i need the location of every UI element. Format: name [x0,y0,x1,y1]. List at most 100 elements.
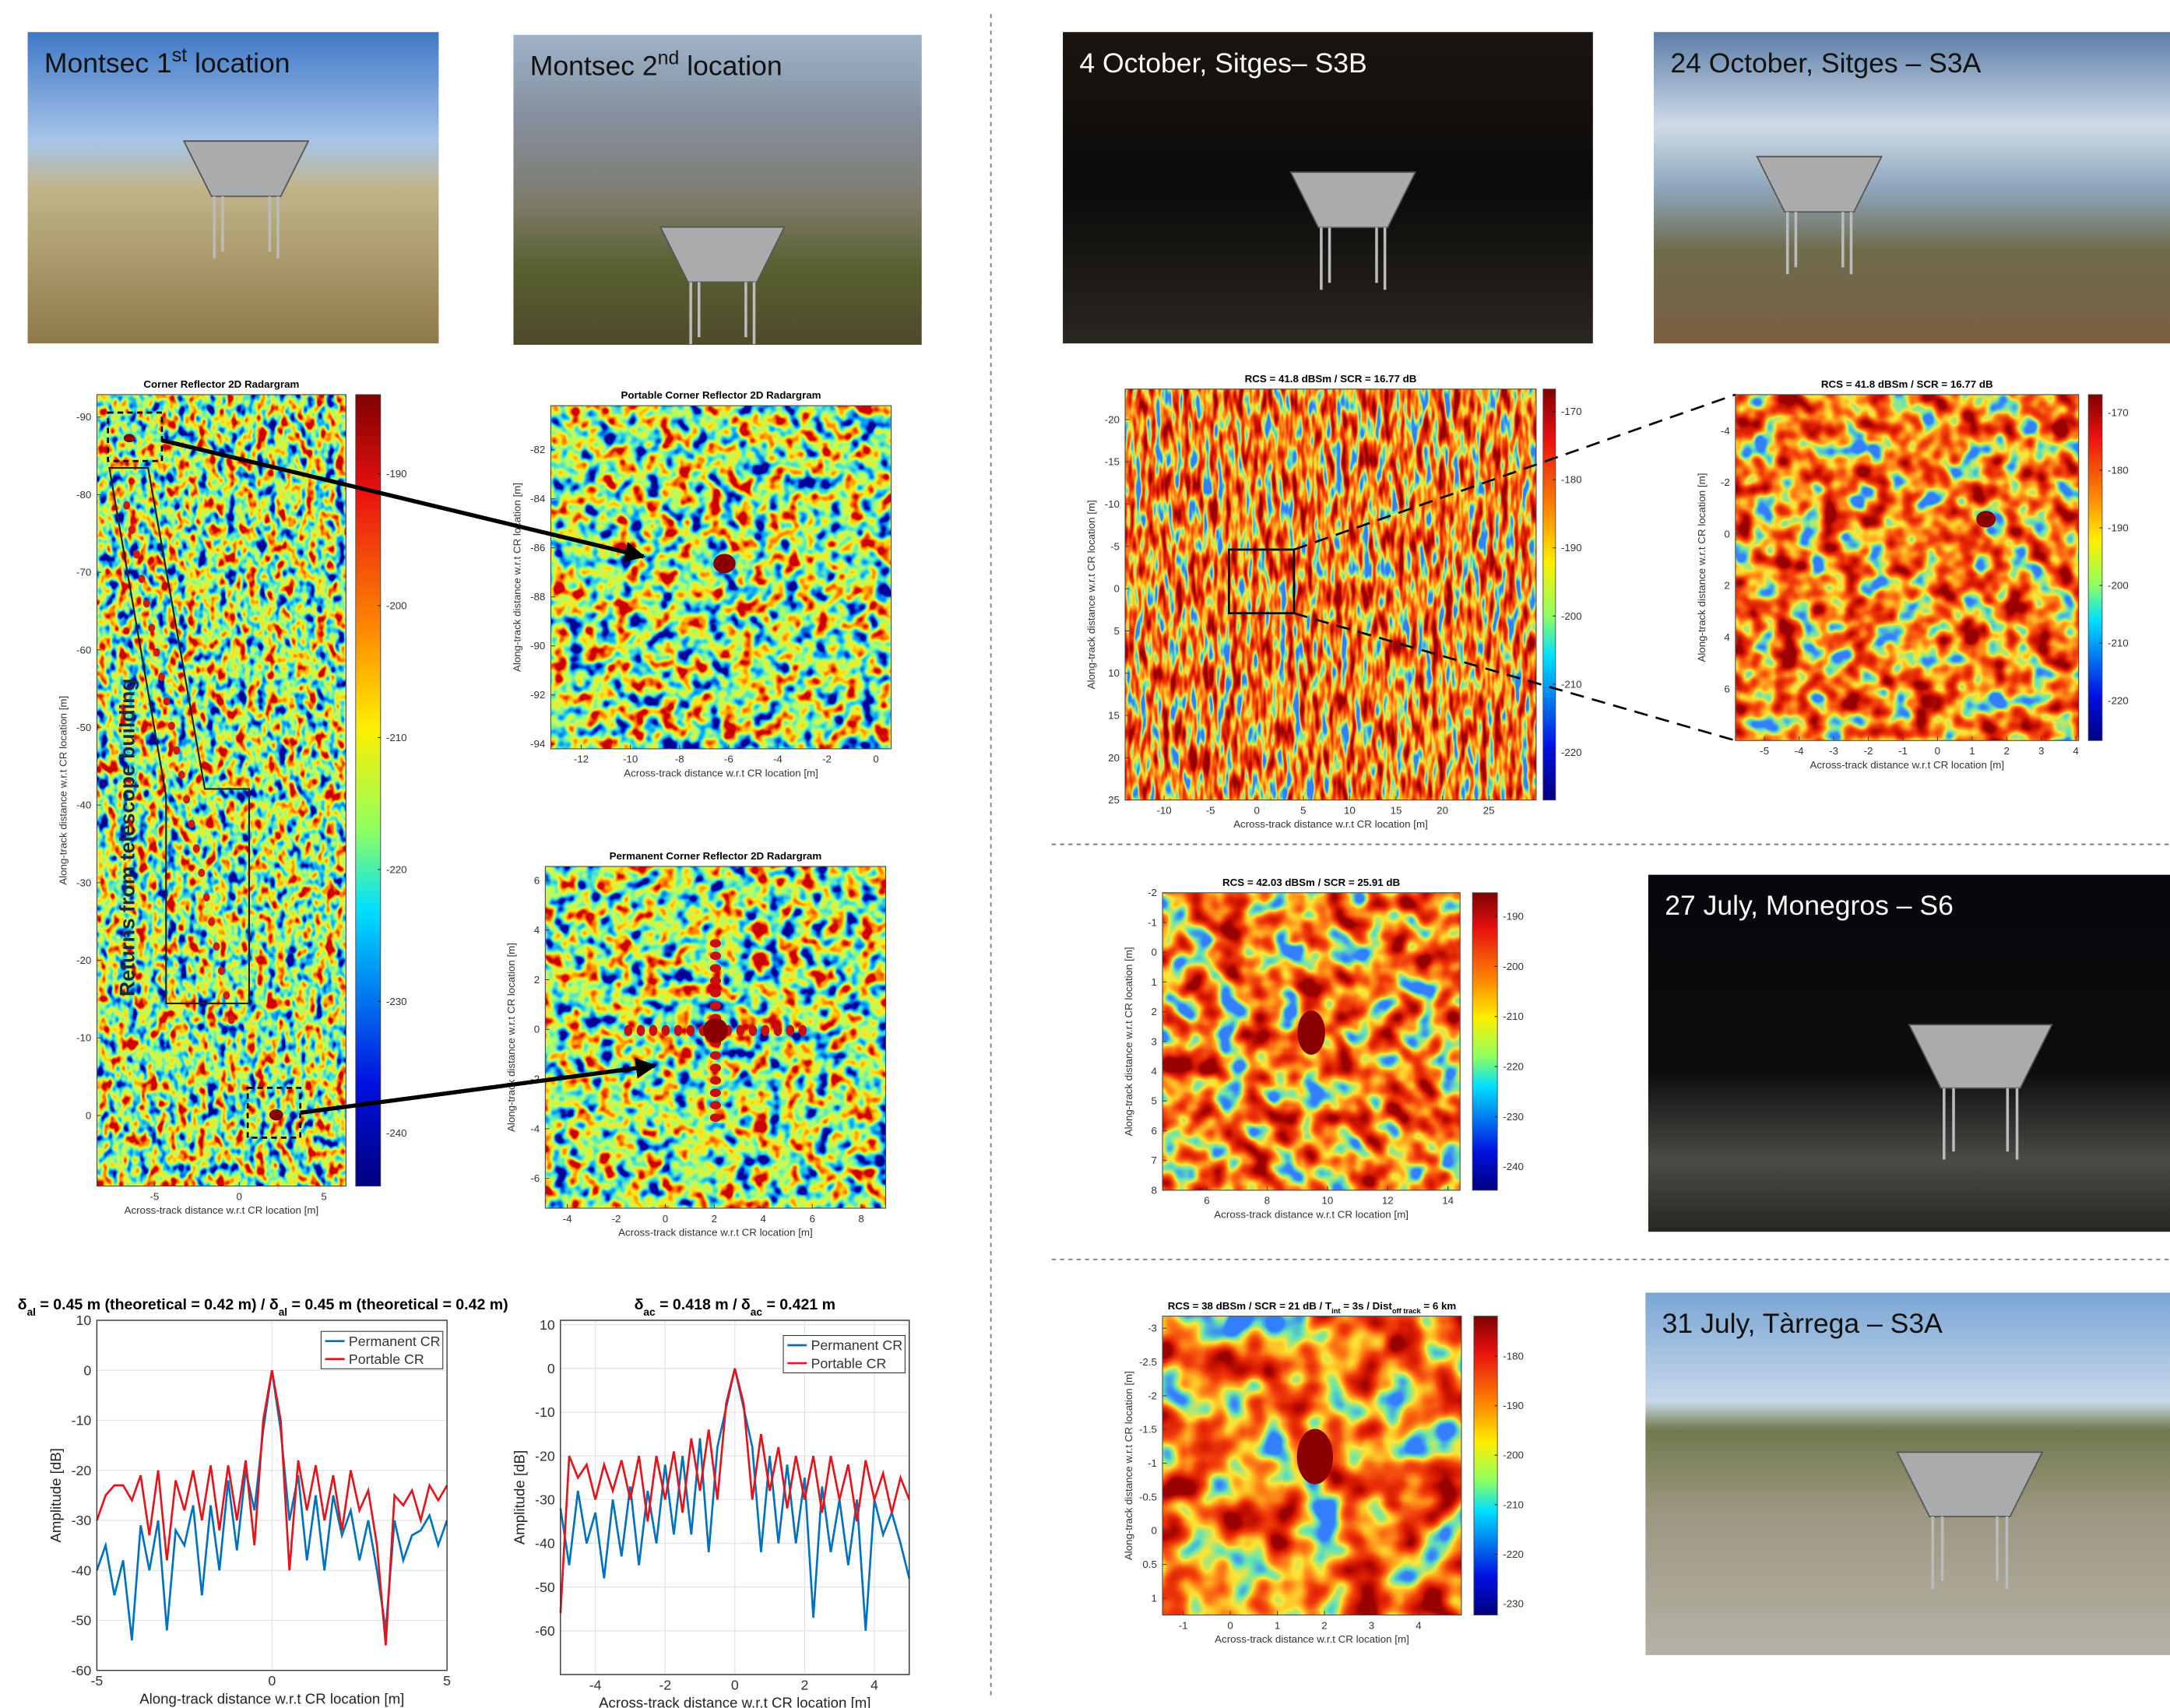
chart-title-part: = 0.45 m (theoretical = 0.42 m) [287,1296,508,1313]
sidelobe [774,1025,783,1036]
chart-title-part: = 0.45 m (theoretical = 0.42 m) / δ [36,1296,279,1313]
chart-title-part: δ [18,1296,27,1313]
x-tick-label: 0 [268,1673,276,1689]
radargram-title: RCS = 41.8 dBSm / SCR = 16.77 dB [1821,378,1993,390]
cr-peak [1297,1010,1325,1055]
y-tick-label: 1 [1152,1592,1157,1604]
colorbar-tick-label: -180 [1561,474,1582,486]
x-tick-label: 14 [1442,1195,1454,1207]
colorbar [2088,395,2102,740]
y-tick-label: -4 [1721,425,1730,437]
colorbar-tick-label: -200 [1561,610,1582,622]
x-tick-label: 10 [1321,1195,1333,1207]
building-return [203,893,210,901]
chart-title-part: δ [635,1296,644,1313]
y-tick-label: -3 [1148,1323,1157,1334]
y-axis-label: Along-track distance w.r.t CR location [… [1085,500,1097,689]
colorbar [1474,1316,1497,1615]
x-tick-label: -5 [149,1190,159,1202]
sidelobe [710,1101,721,1109]
y-tick-label: -82 [530,444,545,455]
building-return [223,991,230,1000]
y-tick-label: -2 [1721,476,1730,488]
x-tick-label: -5 [91,1673,104,1689]
photo-caption-part: location [679,50,782,81]
y-tick-label: -2 [1148,1390,1157,1401]
chart-title-part: ac [643,1306,656,1317]
colorbar-tick-label: -190 [1561,542,1582,554]
chart-title-part: = 0.418 m / δ [656,1296,751,1313]
radargram-title: Corner Reflector 2D Radargram [143,378,299,390]
figure: Montsec 1st locationMontsec 2nd location… [0,0,2170,1708]
colorbar-tick-label: -230 [1503,1111,1524,1123]
y-tick-label: 0 [1152,947,1157,958]
sidelobe [710,1088,721,1097]
x-axis-label: Across-track distance w.r.t CR location … [624,767,818,778]
colorbar-tick-label: -170 [2108,406,2129,418]
y-tick-label: 4 [534,924,540,936]
x-tick-label: 2 [800,1678,808,1693]
legend-label: Permanent CR [349,1334,441,1349]
building-return [198,869,205,877]
y-tick-label: 6 [1152,1125,1157,1137]
y-tick-label: -1 [1148,1457,1157,1469]
y-tick-label: 1 [1152,976,1157,988]
x-tick-label: -4 [773,754,783,765]
radargram-title: Portable Corner Reflector 2D Radargram [621,389,821,401]
x-tick-label: 1 [1275,1619,1280,1631]
y-tick-label: -10 [76,1032,91,1044]
colorbar-tick-label: -220 [1503,1548,1524,1560]
x-tick-label: -4 [563,1213,572,1225]
building-return [183,796,190,804]
x-tick-label: 8 [1264,1195,1270,1207]
colorbar-tick-label: -210 [1561,678,1582,690]
x-axis-label: Along-track distance w.r.t CR location [… [139,1690,404,1706]
colorbar-tick-label: -170 [1561,406,1582,417]
y-tick-label: -2.5 [1139,1356,1157,1368]
y-tick-label: 0 [1724,528,1729,539]
sidelobe [637,1025,645,1036]
colorbar-tick-label: -190 [386,468,407,480]
x-tick-label: 0 [1935,745,1940,757]
radargram-title: RCS = 41.8 dBSm / SCR = 16.77 dB [1245,373,1417,385]
y-tick-label: -50 [72,1613,92,1629]
radargram-title-part: off track [1392,1307,1422,1315]
building-return [148,624,155,632]
x-axis-label: Across-track distance w.r.t CR location … [1233,818,1428,830]
y-tick-label: 15 [1108,710,1120,722]
y-tick-label: -6 [530,1172,540,1184]
y-tick-label: -40 [535,1536,555,1552]
x-tick-label: -3 [1829,745,1838,757]
y-tick-label: -30 [76,877,91,888]
chart-title: δac = 0.418 m / δac = 0.421 m [635,1296,835,1318]
photo [1654,32,2170,343]
y-tick-label: -84 [530,493,546,504]
y-tick-label: 4 [1152,1065,1158,1077]
x-tick-label: 0 [1227,1619,1233,1631]
x-tick-label: -2 [1864,745,1873,757]
sidelobe [786,1025,795,1036]
y-tick-label: -5 [1110,540,1120,552]
building-return [188,820,195,828]
colorbar-tick-label: -210 [1503,1010,1524,1022]
y-tick-label: -90 [76,411,91,423]
x-tick-label: 6 [809,1213,814,1225]
y-tick-label: -70 [76,567,91,578]
x-tick-label: 4 [870,1678,878,1693]
y-tick-label: 3 [1152,1035,1157,1047]
sidelobe [710,989,721,997]
x-tick-label: -2 [822,754,832,765]
colorbar-tick-label: -200 [1503,1450,1524,1461]
photo [513,35,921,345]
y-tick-label: 8 [1152,1184,1157,1196]
x-tick-label: 20 [1437,804,1448,816]
x-tick-label: 0 [237,1190,242,1202]
building-return [123,501,130,510]
cr-peak [1297,1429,1333,1485]
x-tick-label: 3 [1369,1619,1374,1631]
radargram-title-part: int [1331,1307,1340,1315]
building-return [139,575,146,583]
y-tick-label: -10 [1105,498,1120,510]
sidelobe [799,1025,807,1036]
colorbar-tick-label: -210 [386,732,407,743]
